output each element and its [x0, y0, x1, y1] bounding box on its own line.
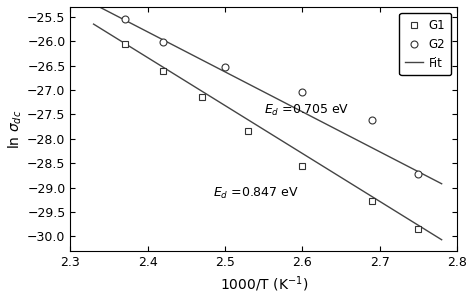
G1	[369, 200, 375, 203]
Y-axis label: ln $\sigma_{dc}$: ln $\sigma_{dc}$	[7, 109, 24, 149]
G1	[416, 227, 421, 231]
Line: G1: G1	[121, 40, 422, 233]
G2	[369, 118, 375, 122]
G1	[122, 42, 128, 45]
G1	[160, 70, 166, 73]
Text: $E_d$ =0.705 eV: $E_d$ =0.705 eV	[264, 103, 349, 119]
Legend: G1, G2, Fit: G1, G2, Fit	[399, 13, 451, 76]
Line: G2: G2	[121, 16, 422, 177]
G1	[199, 95, 205, 99]
G2	[416, 172, 421, 176]
G2	[122, 17, 128, 21]
X-axis label: 1000/T (K$^{-1}$): 1000/T (K$^{-1}$)	[219, 275, 308, 294]
G1	[246, 130, 251, 133]
G2	[222, 65, 228, 68]
G1	[300, 164, 305, 167]
Text: $E_d$ =0.847 eV: $E_d$ =0.847 eV	[213, 186, 299, 201]
G2	[300, 91, 305, 94]
G2	[160, 40, 166, 44]
